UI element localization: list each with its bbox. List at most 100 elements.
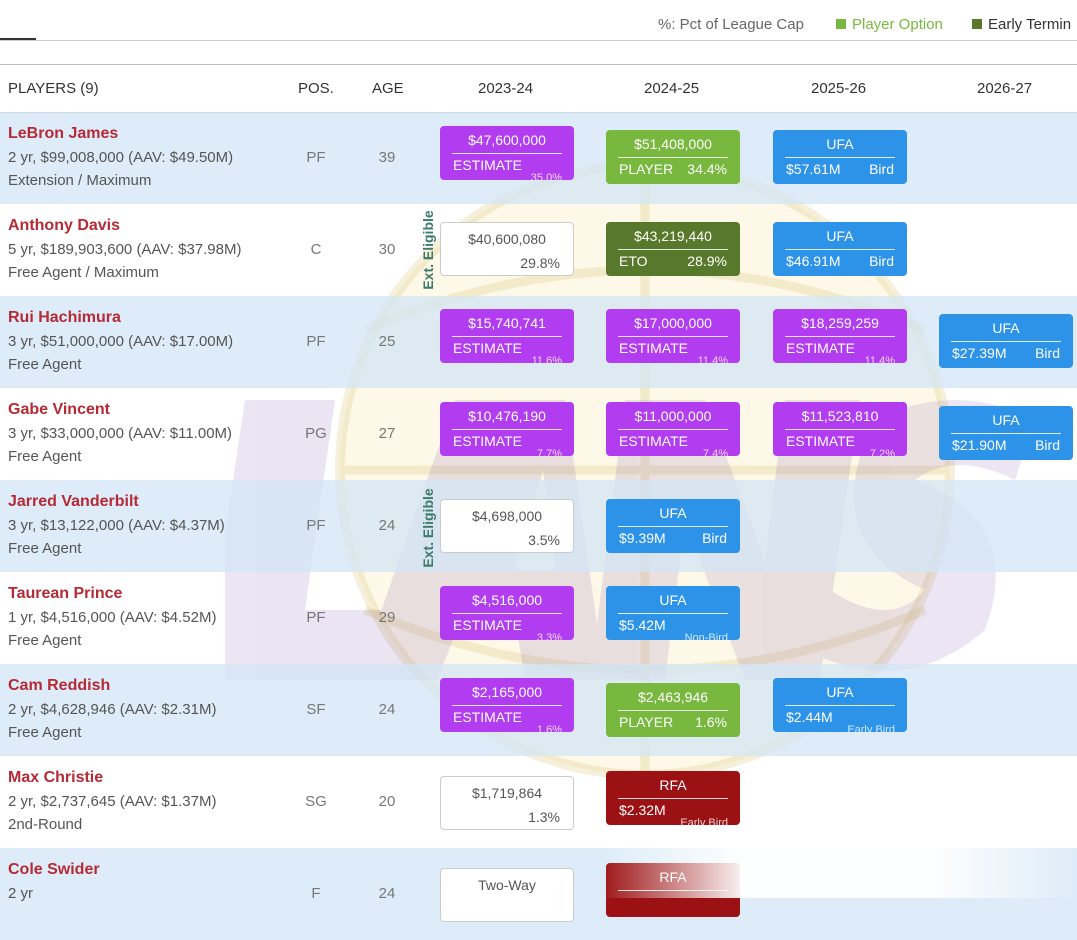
cell-type: ESTIMATE (619, 340, 688, 356)
player-name-link[interactable]: Gabe Vincent (8, 401, 110, 418)
legend-player-option-label: Player Option (852, 16, 943, 33)
salary-cell[interactable]: $18,259,259 ESTIMATE 11.4% (773, 309, 907, 363)
cell-divider (452, 429, 562, 430)
salary-cell[interactable]: $11,000,000 ESTIMATE 7.4% (606, 402, 740, 456)
salary-cell[interactable]: UFA $2.44M Early Bird (773, 678, 907, 732)
player-age: 25 (378, 333, 396, 350)
salary-cell[interactable]: $43,219,440 ETO 28.9% (606, 222, 740, 276)
legend-player-option: Player Option (836, 16, 943, 33)
salary-cell[interactable]: $51,408,000 PLAYER 34.4% (606, 130, 740, 184)
active-tab-indicator[interactable] (0, 38, 36, 40)
players-header[interactable]: PLAYERS (9) (8, 80, 99, 97)
cell-detail: 1.6% (695, 714, 727, 730)
player-option-swatch (836, 19, 846, 30)
player-name-link[interactable]: Taurean Prince (8, 585, 123, 602)
salary-cell[interactable]: RFA (606, 863, 740, 917)
salary-cell[interactable]: $1,719,864 1.3% (440, 776, 574, 830)
salary-cell[interactable]: $4,698,000 3.5% (440, 499, 574, 553)
cell-divider (618, 710, 728, 711)
legend-pct-label: %: Pct of League Cap (658, 16, 804, 33)
salary-cell[interactable]: UFA $46.91M Bird (773, 222, 907, 276)
player-name-link[interactable]: Cam Reddish (8, 677, 111, 694)
cell-divider (618, 798, 728, 799)
salary-cell[interactable]: UFA $21.90M Bird (939, 406, 1073, 460)
salary-cell[interactable]: UFA $27.39M Bird (939, 314, 1073, 368)
legend: %: Pct of League Cap Player Option Early… (0, 16, 1077, 38)
age-header[interactable]: AGE (372, 80, 404, 97)
player-age: 20 (378, 793, 396, 810)
salary-cell[interactable]: $4,516,000 ESTIMATE 3.3% (440, 586, 574, 640)
salary-cell[interactable]: $10,476,190 ESTIMATE 7.7% (440, 402, 574, 456)
table-row: Jarred Vanderbilt 3 yr, $13,122,000 (AAV:… (0, 480, 1077, 572)
cell-amount: $2,463,946 (637, 689, 709, 705)
player-contract: 2 yr, $2,737,645 (AAV: $1.37M) (8, 793, 217, 810)
cell-subtext: 11.4% (864, 355, 895, 363)
player-contract-note: 2nd-Round (8, 816, 83, 833)
cell-detail: Bird (869, 161, 894, 177)
table-row: Taurean Prince 1 yr, $4,516,000 (AAV: $4.… (0, 572, 1077, 664)
legend-early-term-label: Early Termin (988, 16, 1072, 33)
salary-cell[interactable]: $17,000,000 ESTIMATE 11.4% (606, 309, 740, 363)
salary-cell[interactable]: UFA $57.61M Bird (773, 130, 907, 184)
cell-divider (618, 336, 728, 337)
cell-amount: $4,516,000 (471, 592, 543, 608)
cell-amount: RFA (659, 869, 687, 885)
salary-cell[interactable]: $2,463,946 PLAYER 1.6% (606, 683, 740, 737)
player-contract: 1 yr, $4,516,000 (AAV: $4.52M) (8, 609, 217, 626)
season-header-2025-26[interactable]: 2025-26 (811, 80, 867, 97)
cell-type: ESTIMATE (453, 433, 522, 449)
player-name-link[interactable]: Max Christie (8, 769, 104, 786)
cell-type: $21.90M (952, 437, 1007, 453)
pos-header[interactable]: POS. (298, 80, 334, 97)
season-header-2023-24[interactable]: 2023-24 (478, 80, 534, 97)
table-header: PLAYERS (9) POS. AGE 2023-24 2024-25 202… (0, 64, 1077, 113)
salary-cell[interactable]: UFA $9.39M Bird (606, 499, 740, 553)
player-name-link[interactable]: Jarred Vanderbilt (8, 493, 139, 510)
player-contract: 3 yr, $13,122,000 (AAV: $4.37M) (8, 517, 225, 534)
player-position: F (311, 885, 321, 902)
legend-early-term: Early Termin (972, 16, 1071, 33)
table-row: Max Christie 2 yr, $2,737,645 (AAV: $1.37… (0, 756, 1077, 848)
cell-amount: $4,698,000 (471, 508, 543, 524)
cell-type: $27.39M (952, 345, 1007, 361)
salary-cell[interactable]: UFA $5.42M Non-Bird (606, 586, 740, 640)
salary-cell[interactable]: Two-Way (440, 868, 574, 922)
salary-cell[interactable]: $11,523,810 ESTIMATE 7.2% (773, 402, 907, 456)
salary-cell[interactable]: $40,600,080 29.8% (440, 222, 574, 276)
player-name-link[interactable]: Rui Hachimura (8, 309, 121, 326)
player-contract-note: Free Agent (8, 540, 82, 557)
player-name-link[interactable]: Anthony Davis (8, 217, 121, 234)
table-row: LeBron James 2 yr, $99,008,000 (AAV: $49.… (0, 112, 1077, 204)
cell-amount: $18,259,259 (801, 315, 879, 331)
salary-cell[interactable]: $47,600,000 ESTIMATE 35.0% (440, 126, 574, 180)
cell-detail: 1.3% (528, 809, 560, 825)
cell-divider (452, 613, 562, 614)
player-name-link[interactable]: LeBron James (8, 125, 119, 142)
cell-subtext: 7.7% (536, 448, 562, 456)
salary-cell[interactable]: RFA $2.32M Early Bird (606, 771, 740, 825)
cell-type: ETO (619, 253, 648, 269)
cell-type: ESTIMATE (453, 617, 522, 633)
cell-amount: $43,219,440 (634, 228, 712, 244)
cell-type: ESTIMATE (453, 157, 522, 173)
cell-divider (618, 890, 728, 891)
player-name-link[interactable]: Cole Swider (8, 861, 100, 878)
player-contract-note: Extension / Maximum (8, 172, 152, 189)
cell-subtext: 7.2% (869, 448, 895, 456)
salary-cell[interactable]: $2,165,000 ESTIMATE 1.6% (440, 678, 574, 732)
cell-subtext: 3.3% (536, 632, 562, 640)
player-age: 24 (378, 517, 396, 534)
player-position: PF (306, 333, 326, 350)
ext-eligible-label: Ext. Eligible (420, 210, 436, 290)
season-header-2026-27[interactable]: 2026-27 (977, 80, 1033, 97)
table-row: Gabe Vincent 3 yr, $33,000,000 (AAV: $11.… (0, 388, 1077, 480)
cell-type: $9.39M (619, 530, 666, 546)
cell-subtext: 1.6% (536, 724, 562, 732)
cell-divider (951, 433, 1061, 434)
season-header-2024-25[interactable]: 2024-25 (644, 80, 700, 97)
salary-cell[interactable]: $15,740,741 ESTIMATE 11.6% (440, 309, 574, 363)
cell-divider (618, 613, 728, 614)
player-contract-note: Free Agent (8, 724, 82, 741)
ext-eligible-label: Ext. Eligible (420, 488, 436, 568)
cell-divider (785, 705, 895, 706)
